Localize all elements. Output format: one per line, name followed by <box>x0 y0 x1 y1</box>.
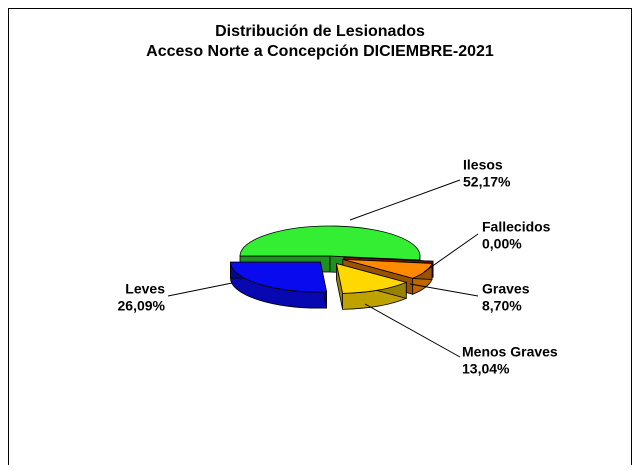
slice <box>335 262 408 294</box>
slice <box>239 225 421 261</box>
chart-title: Distribución de Lesionados <box>215 23 425 40</box>
value-label: 52,17% <box>463 174 511 190</box>
slice-label: Fallecidos <box>482 219 551 235</box>
leader-line <box>349 179 461 221</box>
leader-line <box>364 303 461 358</box>
value-label: 0,00% <box>482 236 522 252</box>
slice <box>230 261 328 293</box>
chart-subtitle: Acceso Norte a Concepción DICIEMBRE-2021 <box>146 43 494 60</box>
slice-label: Graves <box>482 281 530 297</box>
slice-label: Ilesos <box>463 157 503 173</box>
value-label: 13,04% <box>462 361 510 377</box>
leader-line <box>409 283 479 297</box>
slice-label: Leves <box>125 281 165 297</box>
slice-label: Menos Graves <box>462 344 558 360</box>
leader-line <box>167 282 233 297</box>
value-label: 26,09% <box>118 298 166 314</box>
leader-line <box>423 233 479 273</box>
value-label: 8,70% <box>482 298 522 314</box>
